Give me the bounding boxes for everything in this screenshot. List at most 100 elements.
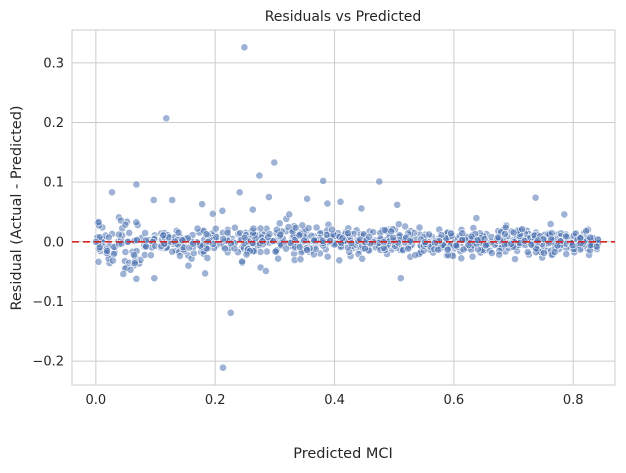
- scatter-point: [304, 224, 313, 232]
- scatter-point: [220, 244, 229, 253]
- scatter-point: [404, 244, 413, 253]
- scatter-point: [168, 196, 177, 204]
- scatter-point: [119, 270, 128, 278]
- scatter-point: [132, 180, 141, 189]
- scatter-point: [203, 254, 212, 262]
- scatter-point: [531, 193, 540, 202]
- scatter-point: [338, 234, 347, 243]
- scatter-point: [533, 236, 542, 245]
- scatter-point: [336, 197, 345, 206]
- scatter-point: [285, 210, 294, 219]
- scatter-point: [240, 43, 249, 52]
- scatter-point: [108, 188, 116, 197]
- scatter-point: [527, 240, 536, 249]
- scatter-point: [472, 214, 481, 222]
- scatter-point: [121, 220, 130, 229]
- scatter-point: [230, 223, 239, 232]
- scatter-point: [323, 252, 332, 261]
- scatter-point: [240, 233, 249, 242]
- scatter-point: [322, 230, 331, 239]
- y-tick-labels: −0.2 −0.1 0.0 0.1 0.2 0.3: [32, 56, 64, 369]
- scatter-point: [319, 176, 328, 185]
- scatter-point: [202, 230, 211, 239]
- y-tick-label: −0.2: [32, 355, 64, 370]
- scatter-point: [193, 224, 202, 233]
- scatter-point: [208, 209, 217, 218]
- scatter-point: [219, 234, 227, 243]
- scatter-point: [468, 252, 477, 261]
- scatter-point: [358, 254, 367, 263]
- scatter-point: [94, 218, 103, 226]
- x-tick-label: 0.8: [563, 393, 584, 408]
- scatter-point: [103, 247, 111, 255]
- scatter-point: [282, 244, 290, 253]
- scatter-point: [562, 232, 570, 241]
- scatter-point: [271, 247, 280, 256]
- scatter-point: [434, 245, 443, 254]
- scatter-point: [480, 235, 489, 243]
- scatter-point: [226, 308, 235, 317]
- scatter-point: [121, 248, 130, 256]
- scatter-point: [291, 223, 300, 232]
- scatter-point: [452, 241, 460, 250]
- scatter-point: [380, 226, 389, 234]
- y-tick-label: 0.3: [43, 56, 64, 71]
- scatter-point: [249, 224, 258, 233]
- scatter-point: [487, 249, 496, 257]
- scatter-point: [162, 114, 171, 123]
- scatter-point: [347, 239, 356, 248]
- scatter-point: [586, 233, 595, 242]
- scatter-point: [540, 249, 548, 257]
- plot-area-frame: [71, 29, 616, 386]
- y-tick-label: −0.1: [32, 295, 64, 310]
- scatter-point: [132, 218, 141, 227]
- scatter-point: [323, 199, 332, 208]
- chart-title: Residuals vs Predicted: [265, 9, 422, 25]
- scatter-point: [265, 230, 274, 238]
- scatter-point: [129, 251, 138, 259]
- scatter-point: [568, 241, 577, 250]
- scatter-point: [576, 234, 585, 243]
- scatter-point: [175, 251, 184, 260]
- scatter-point: [146, 251, 155, 260]
- scatter-point: [296, 255, 305, 264]
- scatter-point: [523, 248, 532, 256]
- scatter-point: [520, 236, 529, 245]
- scatter-point: [150, 274, 159, 283]
- scatter-point: [509, 228, 518, 237]
- scatter-point: [387, 227, 396, 236]
- scatter-point: [396, 274, 405, 283]
- scatter-point: [219, 363, 227, 372]
- scatter-point: [582, 227, 591, 235]
- scatter-point: [149, 196, 158, 204]
- scatter-point: [443, 245, 452, 254]
- scatter-point: [275, 219, 284, 228]
- scatter-point: [546, 220, 555, 228]
- scatter-point: [328, 225, 336, 234]
- scatter-point: [303, 194, 311, 203]
- y-tick-label: 0.2: [43, 116, 64, 131]
- scatter-point: [218, 206, 227, 215]
- scatter-point: [109, 256, 117, 265]
- scatter-point: [357, 204, 366, 213]
- scatter-point: [223, 228, 232, 237]
- scatter-point: [295, 242, 304, 251]
- scatter-point: [255, 171, 264, 180]
- scatter-point: [447, 229, 455, 238]
- x-tick-labels: 0.0 0.2 0.4 0.6 0.8: [86, 393, 584, 408]
- scatter-point: [274, 254, 282, 263]
- scatter-point: [141, 236, 150, 245]
- scatter-point: [264, 193, 273, 201]
- scatter-point: [141, 229, 149, 237]
- scatter-point: [270, 158, 279, 167]
- scatter-point: [592, 242, 601, 251]
- scatter-point: [326, 236, 335, 245]
- scatter-point: [201, 269, 209, 278]
- scatter-point: [562, 250, 571, 258]
- x-tick-label: 0.6: [444, 393, 465, 408]
- scatter-point: [495, 250, 504, 259]
- scatter-point: [126, 265, 135, 274]
- scatter-point: [303, 246, 311, 254]
- scatter-point: [184, 261, 193, 270]
